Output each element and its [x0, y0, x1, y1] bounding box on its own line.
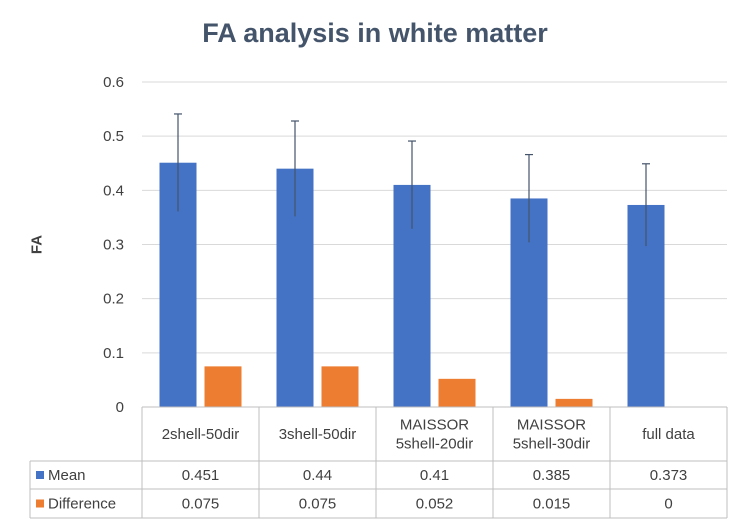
data-table-value: 0.385: [533, 467, 571, 484]
category-label: full data: [642, 426, 695, 443]
legend-key-difference: [36, 499, 44, 508]
category-label: 3shell-50dir: [279, 426, 357, 443]
y-tick-label: 0.5: [103, 128, 124, 145]
data-table-value: 0.075: [182, 496, 220, 513]
legend-label: Mean: [48, 467, 86, 484]
y-tick-label: 0.6: [103, 74, 124, 91]
difference-bar: [204, 366, 242, 407]
category-label: 5shell-30dir: [513, 436, 591, 453]
data-table-value: 0.075: [299, 496, 337, 513]
category-label: 2shell-50dir: [162, 426, 240, 443]
category-label: 5shell-20dir: [396, 436, 474, 453]
difference-bar: [555, 398, 593, 407]
legend-label: Difference: [48, 496, 116, 513]
y-tick-label: 0.1: [103, 345, 124, 362]
data-table-value: 0.451: [182, 467, 220, 484]
legend-key-mean: [36, 471, 44, 479]
y-tick-label: 0: [116, 399, 124, 416]
data-table-value: 0.41: [420, 467, 449, 484]
y-tick-label: 0.3: [103, 237, 124, 254]
category-label: MAISSOR: [400, 417, 469, 434]
data-table-value: 0: [664, 496, 672, 513]
data-table-value: 0.373: [650, 467, 688, 484]
data-table-value: 0.015: [533, 496, 571, 513]
y-tick-label: 0.4: [103, 182, 124, 199]
y-tick-label: 0.2: [103, 291, 124, 308]
chart-title: FA analysis in white matter: [202, 18, 548, 48]
category-label: MAISSOR: [517, 417, 586, 434]
difference-bar: [438, 378, 476, 407]
difference-bar: [321, 366, 359, 407]
data-table-value: 0.052: [416, 496, 454, 513]
data-table-value: 0.44: [303, 467, 332, 484]
